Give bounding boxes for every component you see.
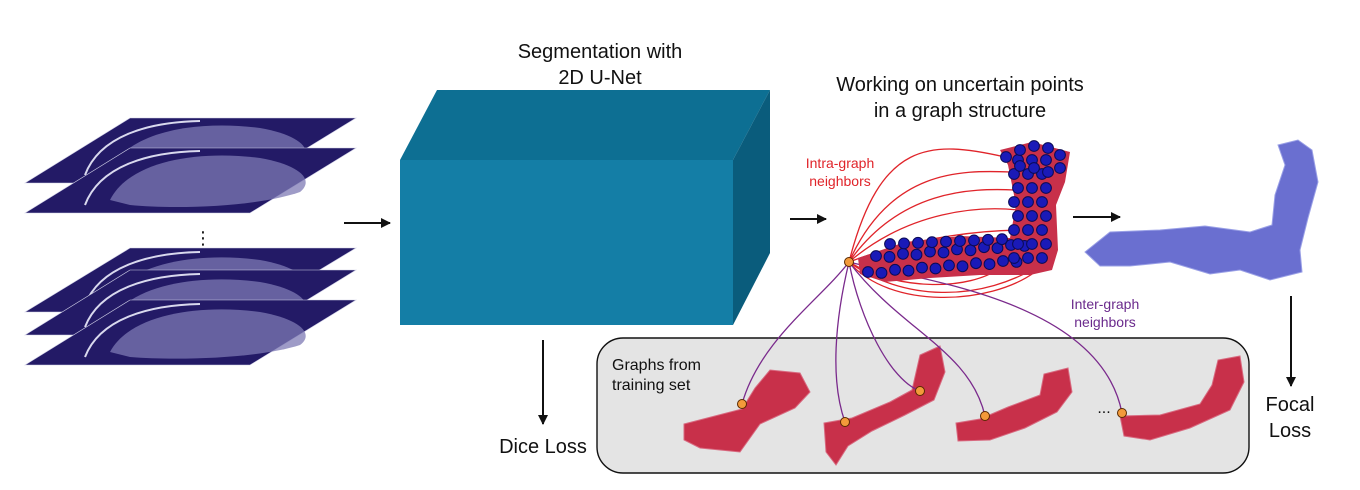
anchor-points <box>737 257 1127 427</box>
graph-node <box>916 261 928 274</box>
input-slice-stack: ⋮ <box>23 117 358 366</box>
graph-node <box>1022 224 1034 236</box>
graph-node <box>884 238 896 250</box>
training-graph-4 <box>1119 355 1245 441</box>
graph-node <box>1014 144 1026 156</box>
graph-node <box>1008 196 1020 208</box>
graph-node <box>968 234 980 247</box>
intra-graph-label-line2: neighbors <box>809 172 871 189</box>
training-graphs-label: Graphs from training set <box>612 356 722 397</box>
inter-graph-label-line2: neighbors <box>1074 313 1136 330</box>
graph-node <box>954 235 966 247</box>
graph-node <box>940 235 952 248</box>
output-segmentation <box>1084 139 1319 281</box>
graph-node <box>1026 182 1038 194</box>
graph-node <box>996 233 1008 246</box>
graph-node <box>1012 210 1024 222</box>
graph-node <box>1026 210 1038 222</box>
graph-node <box>862 266 874 278</box>
graph-node <box>1014 160 1026 172</box>
graph-node <box>1008 252 1020 264</box>
training-graphs-label-line2: training set <box>612 377 691 395</box>
graph-node <box>1040 210 1052 222</box>
graph-node <box>970 257 982 270</box>
graph-node <box>1028 162 1040 174</box>
graph-node <box>1040 238 1052 250</box>
graph-node <box>897 247 909 260</box>
neighbor-point-5 <box>1117 408 1127 418</box>
unet-title: Segmentation with 2D U-Net <box>485 40 715 91</box>
dice-loss-label: Dice Loss <box>499 436 587 458</box>
training-graph-3 <box>955 367 1073 442</box>
graph-node <box>902 264 915 277</box>
graph-node <box>983 258 996 271</box>
focal-loss-label: Focal Loss <box>1250 393 1330 444</box>
inter-graph-label: Inter-graph neighbors <box>1050 296 1160 332</box>
graph-node <box>1000 151 1012 163</box>
unet-box-top <box>400 90 770 160</box>
unet-title-line2: 2D U-Net <box>558 66 642 89</box>
neighbor-point-2 <box>840 417 850 427</box>
graph-node <box>1036 252 1048 264</box>
graph-node <box>1036 196 1048 208</box>
slice-ellipsis: ⋮ <box>194 228 212 248</box>
mri-slice-2 <box>23 147 358 214</box>
graph-node <box>1036 224 1048 236</box>
graph-node <box>937 246 950 259</box>
graph-node <box>1012 182 1024 194</box>
graph-node <box>1054 149 1066 161</box>
intra-graph-label-line1: Intra-graph <box>805 155 875 171</box>
mri-slice-5 <box>23 299 358 366</box>
focal-loss-label-line1: Focal <box>1265 394 1315 416</box>
graph-node <box>1028 140 1040 152</box>
inter-graph-label-line1: Inter-graph <box>1070 296 1140 312</box>
graph-title-line2: in a graph structure <box>873 99 1047 122</box>
graph-node <box>883 251 896 263</box>
unet-title-line1: Segmentation with <box>517 41 683 63</box>
neighbor-point-1 <box>737 399 747 409</box>
graph-node <box>982 233 994 246</box>
focal-loss-label-line2: Loss <box>1268 419 1312 442</box>
graph-node <box>1042 142 1054 154</box>
training-graphs-label-line1: Graphs from <box>612 357 701 374</box>
graph-node <box>912 236 924 249</box>
unet-box-front <box>400 160 733 325</box>
graph-node <box>1022 196 1034 208</box>
training-graph-2 <box>823 345 946 466</box>
graph-node <box>929 262 942 275</box>
graph-node <box>1008 168 1020 180</box>
graph-node <box>956 260 969 273</box>
graph-node <box>1008 224 1020 236</box>
graph-node <box>1026 238 1038 250</box>
graph-title-line1: Working on uncertain points <box>836 74 1084 96</box>
graph-node <box>1022 252 1034 264</box>
graph-node <box>964 244 977 257</box>
uncertain-graph <box>858 140 1070 282</box>
neighbor-point-3 <box>915 386 925 396</box>
graph-node <box>997 255 1009 267</box>
graph-node <box>1040 182 1052 194</box>
unet-box-side <box>733 90 770 325</box>
graph-node <box>875 267 888 279</box>
graph-node <box>889 263 901 276</box>
unet-box <box>400 90 770 325</box>
graph-node <box>943 259 955 272</box>
graph-node <box>1040 154 1052 166</box>
graph-node <box>910 248 923 261</box>
inter-graph-edges <box>741 261 1123 423</box>
training-graph-1 <box>683 369 811 453</box>
graph-node <box>898 237 910 250</box>
intra-graph-label: Intra-graph neighbors <box>790 155 890 191</box>
graph-nodes <box>862 140 1066 279</box>
graphs-ellipsis: ... <box>1097 400 1110 417</box>
graph-node <box>1054 162 1066 174</box>
graph-title: Working on uncertain points in a graph s… <box>805 73 1115 124</box>
neighbor-point-4 <box>980 411 990 421</box>
graph-node <box>926 236 938 249</box>
graph-node <box>1012 238 1024 250</box>
query-point <box>844 257 854 267</box>
graph-node <box>1042 166 1054 178</box>
graph-node <box>870 250 882 262</box>
